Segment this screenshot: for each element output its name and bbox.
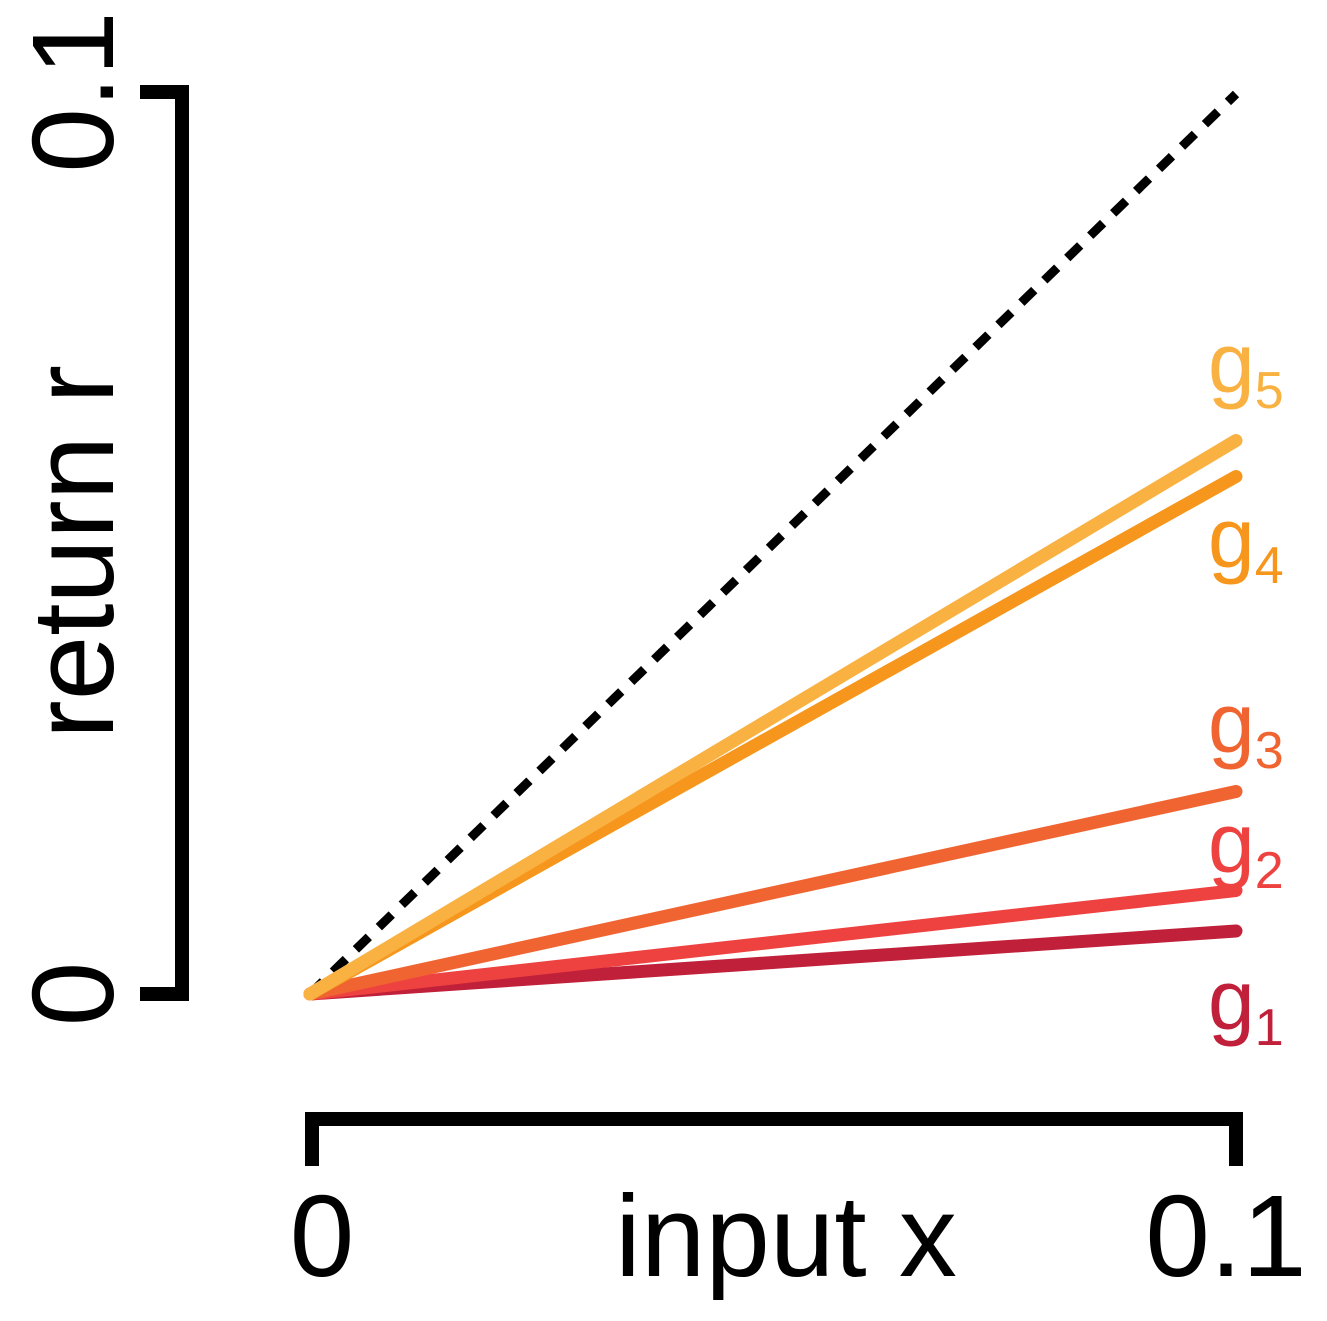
x-tick-label-0: 0 [290, 1171, 355, 1301]
series-line-g5 [303, 434, 1243, 1001]
series-label-g1: g1 [1208, 953, 1284, 1057]
y-tick-label-0: 0 [8, 962, 138, 1027]
y-axis: 0 0.1 return r [8, 11, 189, 1027]
x-tick-label-1: 0.1 [1145, 1171, 1306, 1301]
x-axis-label: input x [615, 1171, 957, 1301]
identity-reference-line [306, 90, 1240, 998]
series-label-g5: g5 [1208, 316, 1284, 420]
x-axis-line [305, 1112, 1243, 1166]
series-label-g3: g3 [1208, 676, 1284, 780]
y-axis-line [140, 85, 189, 1001]
series-line-g2 [303, 884, 1243, 1001]
series-line-g3 [303, 785, 1243, 1001]
series-line-g1 [303, 924, 1243, 1001]
series-layer [303, 434, 1243, 1001]
x-axis: 0 0.1 input x [290, 1112, 1307, 1301]
series-label-g4: g4 [1208, 491, 1284, 595]
series-label-g2: g2 [1208, 796, 1284, 900]
series-labels: g1 g2 g3 g4 g5 [1208, 316, 1284, 1057]
y-axis-label: return r [8, 365, 138, 739]
y-tick-label-1: 0.1 [8, 11, 138, 172]
